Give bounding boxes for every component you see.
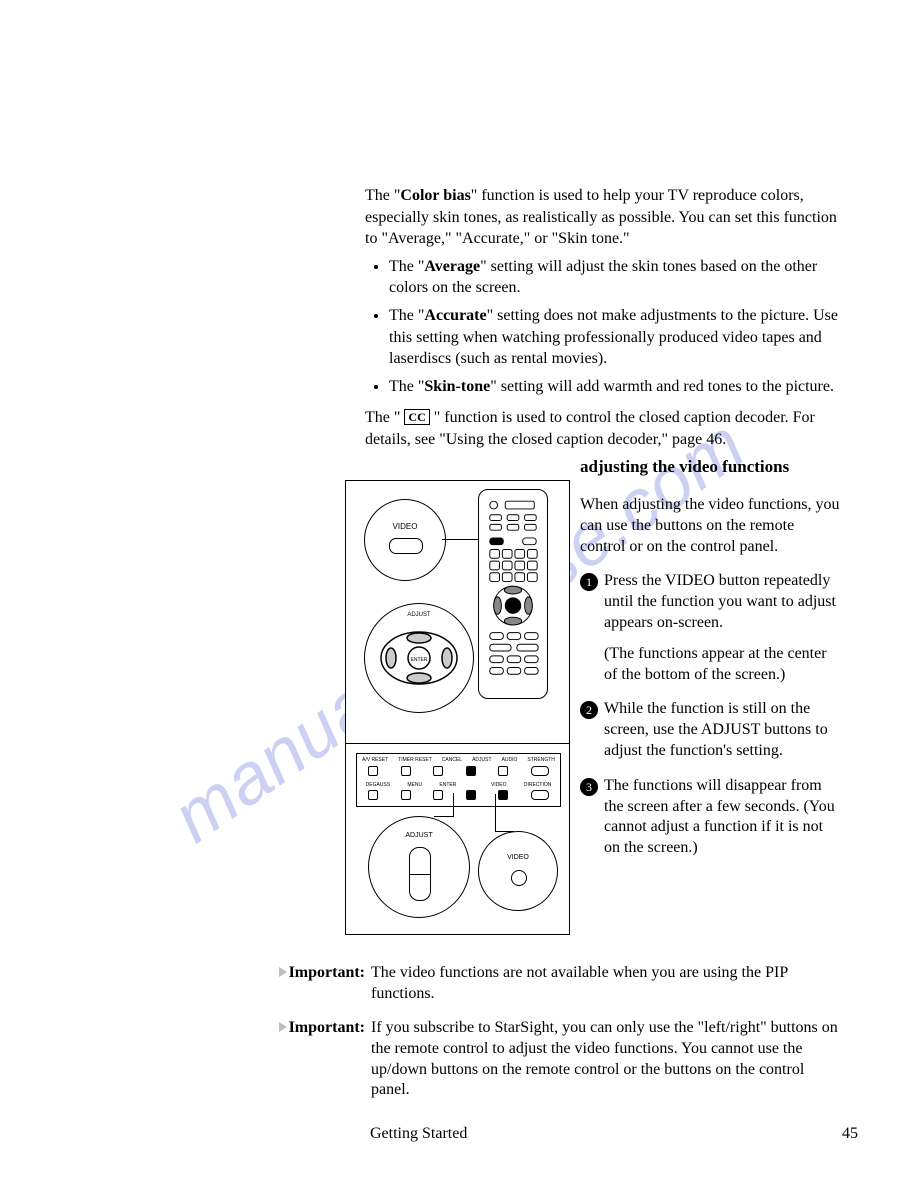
lbl: A/V RESET xyxy=(362,757,388,763)
bullet-skintone: The "Skin-tone" setting will add warmth … xyxy=(389,376,845,398)
rocker-switch-icon xyxy=(409,847,431,901)
panel-btn xyxy=(466,790,476,800)
bullet-average: The "Average" setting will adjust the sk… xyxy=(389,256,845,299)
adjust-rocker-callout: ADJUST xyxy=(368,816,470,918)
step-2-text: While the function is still on the scree… xyxy=(604,699,840,761)
adjust-label: ADJUST xyxy=(365,612,473,618)
step-badge-1: 1 xyxy=(580,573,598,591)
step-3-text: The functions will disappear from the sc… xyxy=(604,776,840,859)
panel-btn xyxy=(368,766,378,776)
panel-btn xyxy=(531,790,549,800)
lbl: DEGAUSS xyxy=(366,782,390,788)
note-text: If you subscribe to StarSight, you can o… xyxy=(371,1018,843,1101)
footer-page-number: 45 xyxy=(842,1125,858,1143)
text: " setting will add warmth and red tones … xyxy=(490,378,834,395)
adjust-label: ADJUST xyxy=(369,832,469,839)
bold: Skin-tone xyxy=(424,378,490,395)
video-button-icon xyxy=(389,538,423,554)
panel-btn xyxy=(531,766,549,776)
color-bias-paragraph: The "Color bias" function is used to hel… xyxy=(365,185,845,250)
bullet-accurate: The "Accurate" setting does not make adj… xyxy=(389,305,845,370)
lbl: VIDEO xyxy=(491,782,507,788)
step-badge-3: 3 xyxy=(580,778,598,796)
leader-line xyxy=(442,539,480,540)
panel-buttons-row2 xyxy=(357,790,560,800)
text: The " xyxy=(365,409,404,426)
panel-btn xyxy=(401,790,411,800)
dpad-icon: ENTER xyxy=(377,628,461,688)
instructions-column: When adjusting the video functions, you … xyxy=(580,495,840,859)
video-label: VIDEO xyxy=(365,522,445,531)
section-heading: adjusting the video functions xyxy=(580,457,789,477)
video-label: VIDEO xyxy=(479,854,557,861)
note-text: The video functions are not available wh… xyxy=(371,963,843,1005)
figure-divider xyxy=(346,743,569,744)
adjust-dpad-callout: ADJUST ENTER xyxy=(364,603,474,713)
panel-btn xyxy=(498,766,508,776)
instructions-intro: When adjusting the video functions, you … xyxy=(580,495,840,557)
lbl: CANCEL xyxy=(442,757,462,763)
bold: Accurate xyxy=(424,307,486,324)
lbl: TIMER RESET xyxy=(398,757,432,763)
footer-section-title: Getting Started xyxy=(370,1125,467,1143)
lbl: ADJUST xyxy=(472,757,491,763)
step-1-text: Press the VIDEO button repeatedly until … xyxy=(604,571,840,633)
step-1: 1 Press the VIDEO button repeatedly unti… xyxy=(580,571,840,633)
cc-paragraph: The " CC " function is used to control t… xyxy=(365,407,845,450)
intro-block: The "Color bias" function is used to hel… xyxy=(365,185,845,457)
panel-btn xyxy=(368,790,378,800)
control-panel-illustration: A/V RESET TIMER RESET CANCEL ADJUST AUDI… xyxy=(356,753,561,807)
color-bias-bold: Color bias xyxy=(400,187,470,204)
lbl: MENU xyxy=(407,782,422,788)
panel-buttons-row1 xyxy=(357,766,560,776)
video-panel-callout: VIDEO xyxy=(478,831,558,911)
panel-btn xyxy=(433,766,443,776)
bold: Average xyxy=(424,258,480,275)
leader-line xyxy=(495,794,497,832)
text: The " xyxy=(389,258,424,275)
remote-control-illustration xyxy=(478,489,548,699)
closed-caption-icon: CC xyxy=(404,409,429,425)
lbl: AUDIO xyxy=(502,757,518,763)
step-badge-2: 2 xyxy=(580,701,598,719)
text: " function is used to control the closed… xyxy=(365,409,815,448)
illustration-frame: VIDEO xyxy=(345,480,570,935)
text: The " xyxy=(389,307,424,324)
lbl: DIRECTION xyxy=(524,782,552,788)
panel-btn-video xyxy=(498,790,508,800)
round-button-icon xyxy=(511,870,527,886)
panel-btn xyxy=(401,766,411,776)
step-2: 2 While the function is still on the scr… xyxy=(580,699,840,761)
manual-page: manualsbrowse.com The "Color bias" funct… xyxy=(0,0,918,1188)
important-label: Important: xyxy=(273,963,371,1005)
leader-line xyxy=(453,793,455,817)
important-label: Important: xyxy=(273,1018,371,1101)
panel-btn xyxy=(433,790,443,800)
lbl: STRENGTH xyxy=(527,757,555,763)
step-1-note: (The functions appear at the center of t… xyxy=(604,644,840,686)
svg-text:ENTER: ENTER xyxy=(411,657,428,663)
panel-btn-adjust xyxy=(466,766,476,776)
important-note-1: Important: The video functions are not a… xyxy=(273,963,843,1005)
text: The " xyxy=(365,187,400,204)
remote-svg xyxy=(484,494,542,694)
lbl: ENTER xyxy=(439,782,456,788)
video-button-callout: VIDEO xyxy=(364,499,446,581)
important-note-2: Important: If you subscribe to StarSight… xyxy=(273,1018,843,1101)
step-3: 3 The functions will disappear from the … xyxy=(580,776,840,859)
text: The " xyxy=(389,378,424,395)
color-bias-bullet-list: The "Average" setting will adjust the sk… xyxy=(365,256,845,398)
panel-labels-row2: DEGAUSS MENU ENTER VIDEO DIRECTION xyxy=(357,782,560,788)
panel-labels-row1: A/V RESET TIMER RESET CANCEL ADJUST AUDI… xyxy=(357,757,560,763)
